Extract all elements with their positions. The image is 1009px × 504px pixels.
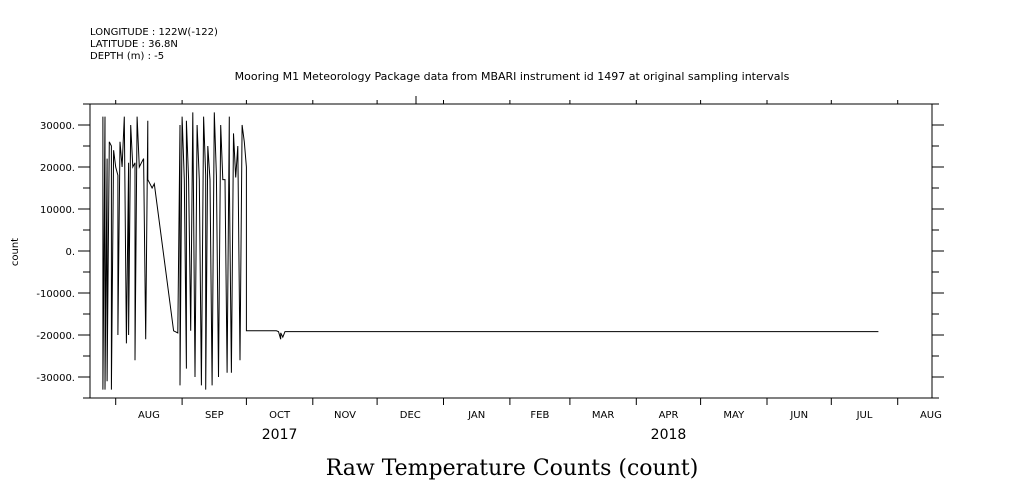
- x-tick-label: JUL: [856, 410, 873, 421]
- y-tick-label: -30000.: [36, 373, 75, 384]
- series-line: [102, 112, 879, 390]
- longitude-label: LONGITUDE : 122W(-122): [90, 27, 218, 38]
- x-tick-label: AUG: [138, 410, 160, 421]
- latitude-label: LATITUDE : 36.8N: [90, 39, 178, 50]
- y-axis-label: count: [10, 238, 21, 266]
- x-tick-label: MAR: [592, 410, 614, 421]
- depth-label: DEPTH (m) : -5: [90, 51, 164, 62]
- x-tick-label: AUG: [920, 410, 942, 421]
- y-tick-label: 0.: [65, 247, 75, 258]
- x-tick-label: APR: [659, 410, 679, 421]
- x-tick-label: OCT: [269, 410, 291, 421]
- y-tick-label: 20000.: [40, 163, 75, 174]
- x-axis-title: Raw Temperature Counts (count): [326, 456, 699, 481]
- plot-area: [102, 112, 879, 390]
- x-tick-label: SEP: [205, 410, 224, 421]
- y-tick-label: -20000.: [36, 331, 75, 342]
- x-tick-label: JAN: [467, 410, 485, 421]
- x-tick-label: MAY: [723, 410, 745, 421]
- year-label: 2018: [651, 427, 687, 443]
- y-tick-label: 30000.: [40, 121, 75, 132]
- plot-frame: [89, 103, 933, 399]
- year-label: 2017: [262, 427, 298, 443]
- x-tick-label: DEC: [400, 410, 421, 421]
- x-tick-label: NOV: [334, 410, 356, 421]
- y-axis: 30000. 20000. 10000. 0. -10000. -20000. -30000…: [36, 103, 944, 399]
- chart-title: Mooring M1 Meteorology Package data from…: [235, 70, 790, 83]
- x-axis: AUG SEP OCT NOV DEC JAN FEB MAR APR MAY JUN JUL AUG 2…: [115, 100, 942, 443]
- y-tick-label: 10000.: [40, 205, 75, 216]
- x-tick-label: JUN: [789, 410, 808, 421]
- x-tick-label: FEB: [530, 410, 549, 421]
- y-tick-label: -10000.: [36, 289, 75, 300]
